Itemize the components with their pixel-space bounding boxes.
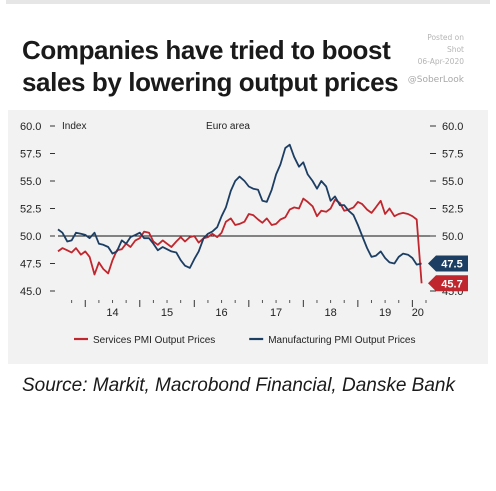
y-tick-label-right: 50.0 bbox=[442, 231, 463, 243]
posted-on-label: Posted on bbox=[427, 33, 464, 42]
y-tick-label-left: 60.0 bbox=[20, 121, 41, 133]
y-tick-label-right: 52.5 bbox=[442, 204, 463, 216]
x-tick-label: 18 bbox=[324, 307, 336, 319]
page-title: Companies have tried to boost sales by l… bbox=[22, 35, 399, 97]
y-tick-label-left: 50.0 bbox=[20, 231, 41, 243]
y-tick-label-right: 57.5 bbox=[442, 149, 463, 161]
y-tick-label-left: 45.0 bbox=[20, 286, 41, 298]
posted-shot-label: Shot bbox=[446, 45, 464, 54]
y-axis-label: Index bbox=[62, 121, 86, 132]
posted-handle: @SoberLook bbox=[407, 75, 464, 85]
line-chart: 45.045.047.547.550.050.052.552.555.055.0… bbox=[20, 121, 468, 346]
top-divider bbox=[6, 0, 490, 4]
end-value-tag-services bbox=[428, 275, 468, 292]
end-value-label-services: 45.7 bbox=[441, 278, 462, 290]
y-tick-label-right: 60.0 bbox=[442, 121, 463, 133]
y-tick-label-left: 52.5 bbox=[20, 204, 41, 216]
posted-date: 06-Apr-2020 bbox=[417, 57, 464, 66]
x-tick-label: 20 bbox=[412, 307, 424, 319]
chart-title: Euro area bbox=[206, 121, 250, 132]
chart-area: 45.045.047.547.550.050.052.552.555.055.0… bbox=[8, 110, 488, 364]
end-value-label-manufacturing: 47.5 bbox=[441, 259, 462, 271]
y-tick-label-left: 57.5 bbox=[20, 149, 41, 161]
legend-label-manufacturing: Manufacturing PMI Output Prices bbox=[268, 335, 415, 346]
end-value-tag-manufacturing bbox=[428, 255, 468, 272]
series-line-services bbox=[57, 197, 423, 284]
y-tick-label-left: 47.5 bbox=[20, 259, 41, 271]
y-tick-label-right: 55.0 bbox=[442, 176, 463, 188]
chart-card: Companies have tried to boost sales by l… bbox=[6, 0, 490, 396]
series-line-manufacturing bbox=[57, 143, 422, 269]
x-tick-label: 14 bbox=[106, 307, 118, 319]
source-note: Source: Markit, Macrobond Financial, Dan… bbox=[22, 375, 455, 396]
x-tick-label: 15 bbox=[161, 307, 173, 319]
y-tick-label-left: 55.0 bbox=[20, 176, 41, 188]
legend-label-services: Services PMI Output Prices bbox=[93, 335, 215, 346]
x-tick-label: 17 bbox=[270, 307, 282, 319]
x-tick-label: 16 bbox=[215, 307, 227, 319]
posted-stamp: Posted on Shot 06-Apr-2020 @SoberLook bbox=[384, 32, 464, 86]
x-tick-label: 19 bbox=[379, 307, 391, 319]
